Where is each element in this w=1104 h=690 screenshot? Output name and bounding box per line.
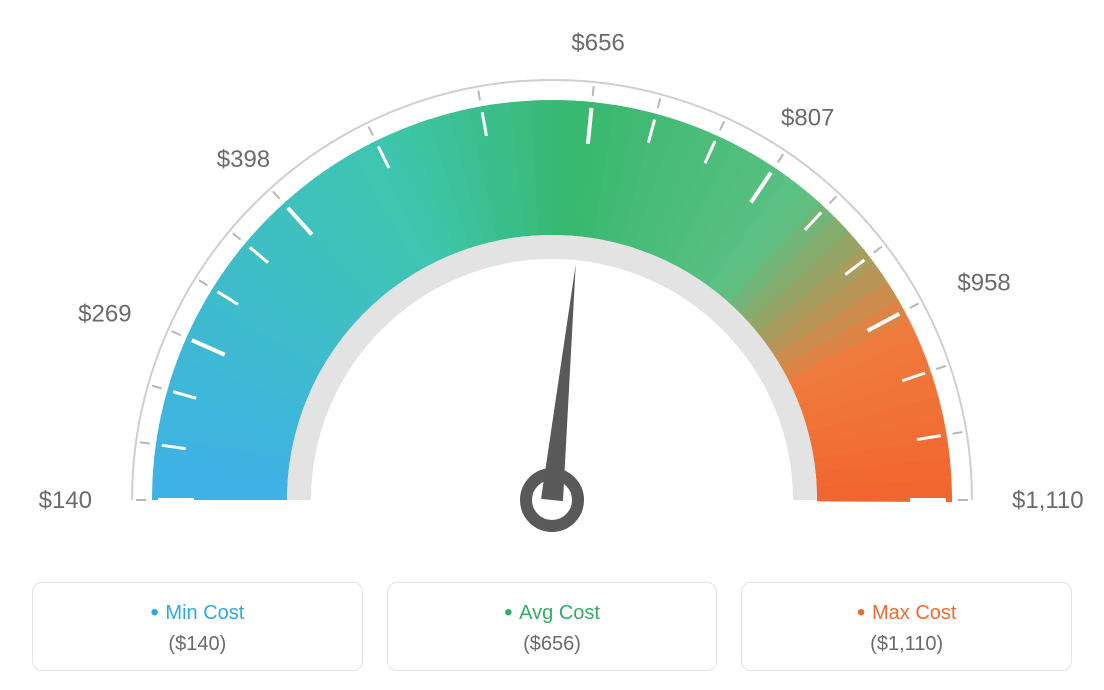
tick-off-band (478, 91, 480, 101)
tick-label: $140 (39, 487, 92, 514)
tick-off-band (152, 386, 162, 389)
legend-value: ($656) (388, 633, 717, 656)
tick-off-band (273, 191, 280, 198)
tick-off-band (720, 121, 724, 130)
tick-label: $807 (781, 105, 834, 132)
tick-label: $269 (78, 300, 131, 327)
tick-label: $1,110 (1012, 487, 1084, 514)
tick-label: $656 (571, 29, 624, 56)
tick-off-band (233, 233, 241, 239)
cost-gauge-chart: $140 $269 $398 $656 $807 $958 $1,110 Min Cost (… (0, 0, 1104, 690)
legend-box: Avg Cost ($656) (387, 582, 718, 671)
tick-off-band (369, 127, 373, 136)
legend-label: Avg Cost (388, 599, 717, 627)
gauge-svg: $140 $269 $398 $656 $807 $958 $1,110 (0, 0, 1104, 570)
tick-off-band (910, 303, 919, 308)
gauge-needle (541, 264, 576, 501)
tick-off-band (172, 331, 181, 335)
tick-off-band (199, 280, 207, 285)
legend-label: Min Cost (33, 599, 362, 627)
tick-off-band (778, 154, 784, 162)
tick-off-band (874, 246, 882, 252)
legend-value: ($1,110) (742, 633, 1071, 656)
legend-row: Min Cost ($140) Avg Cost ($656) Max Cost ($1,… (0, 582, 1104, 671)
legend-box: Max Cost ($1,110) (741, 582, 1072, 671)
tick-off-band (936, 366, 945, 369)
legend-label: Max Cost (742, 599, 1071, 627)
legend-value: ($140) (33, 633, 362, 656)
tick-label: $958 (957, 270, 1010, 297)
tick-label: $398 (217, 146, 270, 173)
legend-box: Min Cost ($140) (32, 582, 363, 671)
tick-off-band (658, 98, 661, 108)
tick-off-band (593, 86, 594, 96)
tick-off-band (953, 432, 963, 434)
tick-off-band (140, 442, 150, 443)
tick-off-band (829, 196, 836, 203)
